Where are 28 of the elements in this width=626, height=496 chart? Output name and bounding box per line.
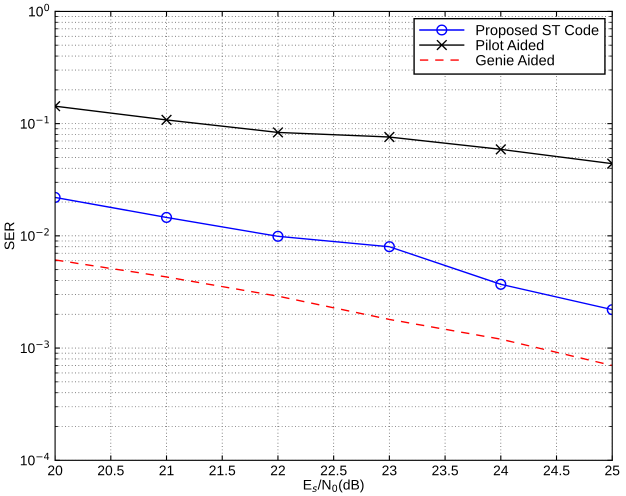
- x-tick-label: 24: [494, 466, 508, 476]
- point: [384, 241, 395, 252]
- line-series: [55, 259, 612, 366]
- point: [495, 144, 506, 155]
- legend-label: Genie Aided: [476, 54, 554, 66]
- x-tick-label: 23: [382, 466, 396, 476]
- point: [272, 230, 284, 242]
- y-axis-title: SER: [4, 222, 14, 250]
- point: [495, 278, 506, 290]
- y-tick-label: 10$^{−1}$: [20, 116, 49, 129]
- legend-label: Proposed ST Code: [476, 24, 598, 38]
- x-axis-title: E$_{s}$/N$_{0}$(dB): [304, 479, 364, 492]
- x-tick-label: 21: [159, 466, 174, 476]
- y-tick-label: 10$^{−2}$: [20, 228, 49, 241]
- x-tick-label: 23.5: [432, 466, 458, 476]
- y-tick-label: 10$^{−4}$: [20, 452, 50, 466]
- x-tick-label: 25: [605, 466, 620, 476]
- x-tick-label: 20.5: [98, 466, 124, 476]
- x-tick-label: 24.5: [544, 466, 570, 476]
- x-tick-label: 22: [270, 466, 285, 476]
- x-tick-label: 21.5: [209, 466, 236, 476]
- x-tick-label: 20: [48, 466, 62, 476]
- point: [272, 126, 284, 138]
- y-tick-label: 10$^{−3}$: [20, 340, 49, 354]
- legend-label: Pilot Aided: [476, 40, 544, 50]
- y-tick-label: 10$^{0}$: [29, 4, 50, 16]
- x-tick-label: 22.5: [320, 466, 347, 476]
- point: [384, 131, 395, 143]
